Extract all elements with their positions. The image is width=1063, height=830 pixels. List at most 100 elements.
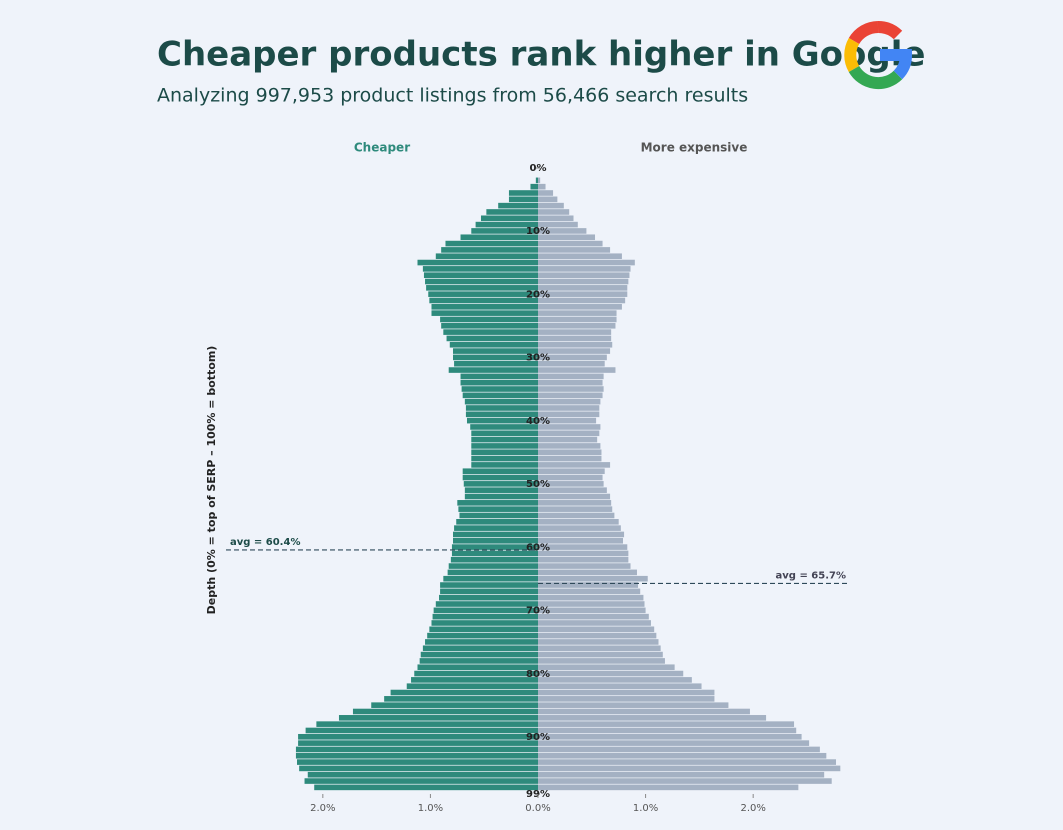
- bar: [538, 234, 596, 241]
- bar: [435, 253, 538, 260]
- y-axis-label: Depth (0% = top of SERP – 100% = bottom): [205, 346, 218, 615]
- bar: [538, 316, 617, 323]
- y-tick-label: 60%: [526, 542, 550, 553]
- bar: [538, 727, 797, 734]
- bar: [538, 575, 648, 582]
- bar: [538, 190, 554, 196]
- y-tick-label: 0%: [530, 163, 547, 174]
- bar: [538, 462, 611, 468]
- bar: [425, 278, 538, 285]
- bar: [538, 639, 659, 645]
- y-tick-label: 90%: [526, 732, 550, 743]
- bar: [465, 405, 538, 411]
- bar: [462, 468, 538, 475]
- bar: [538, 677, 692, 683]
- bar: [384, 696, 538, 702]
- bar: [538, 285, 628, 291]
- bar: [446, 335, 538, 342]
- bar: [460, 379, 538, 386]
- bar: [538, 272, 630, 278]
- bar: [538, 556, 629, 563]
- chart-subtitle: Analyzing 997,953 product listings from …: [157, 85, 748, 107]
- bar: [538, 417, 597, 424]
- bar: [440, 316, 538, 323]
- bar: [463, 481, 538, 487]
- bar: [459, 512, 538, 519]
- bar: [538, 329, 612, 335]
- bar: [451, 550, 538, 557]
- bar: [538, 620, 651, 626]
- bar: [429, 626, 538, 633]
- bar: [538, 379, 603, 386]
- bar: [538, 291, 628, 297]
- bar: [538, 531, 625, 538]
- bar: [538, 506, 613, 512]
- bar: [530, 183, 538, 190]
- bar: [538, 525, 621, 531]
- bar: [471, 462, 538, 468]
- bar: [538, 373, 604, 380]
- bar: [538, 765, 841, 772]
- bar: [538, 341, 613, 348]
- bar: [298, 733, 538, 740]
- bar: [538, 310, 617, 316]
- bar: [538, 177, 541, 184]
- x-tick-label: 2.0%: [310, 803, 335, 814]
- bar: [538, 664, 675, 671]
- bar: [448, 563, 538, 569]
- bar: [453, 354, 538, 361]
- bar: [538, 512, 615, 519]
- bar: [538, 689, 715, 696]
- bar: [538, 455, 602, 462]
- bar: [538, 183, 546, 190]
- bar: [449, 341, 538, 348]
- bar: [419, 658, 538, 664]
- bar: [538, 500, 612, 506]
- bar: [538, 386, 604, 392]
- bar: [538, 335, 612, 342]
- bar: [486, 209, 538, 215]
- bar: [429, 297, 538, 304]
- bar: [538, 196, 558, 203]
- bar: [414, 670, 538, 677]
- legend-label: Cheaper: [354, 141, 410, 155]
- bar: [538, 550, 629, 557]
- bar: [456, 519, 538, 525]
- bar: [538, 297, 626, 304]
- bar: [535, 177, 538, 184]
- bar: [538, 304, 622, 310]
- bar: [465, 411, 538, 418]
- bar: [538, 721, 795, 727]
- google-logo: [844, 21, 912, 90]
- bar: [538, 563, 631, 569]
- bar: [371, 702, 538, 708]
- bar: [304, 778, 538, 784]
- bar: [423, 272, 538, 278]
- bar: [538, 202, 564, 209]
- bar: [297, 759, 538, 765]
- bar: [538, 247, 611, 253]
- bar: [538, 278, 629, 285]
- bar: [441, 322, 538, 329]
- bar: [538, 594, 644, 601]
- bar: [390, 689, 538, 696]
- bar: [435, 601, 538, 607]
- bar: [454, 525, 538, 531]
- bar: [451, 544, 538, 550]
- bar: [475, 221, 538, 228]
- bar: [406, 683, 538, 690]
- bar: [538, 436, 598, 443]
- bar: [538, 360, 605, 367]
- bar: [538, 601, 645, 607]
- y-tick-label: 50%: [526, 479, 550, 490]
- bar: [422, 645, 538, 652]
- bar: [538, 259, 635, 266]
- bar: [538, 759, 837, 765]
- bar: [470, 424, 538, 430]
- bar: [538, 752, 827, 759]
- bar: [422, 266, 538, 272]
- x-tick-label: 2.0%: [740, 803, 765, 814]
- bar: [431, 304, 538, 310]
- bar: [447, 569, 538, 576]
